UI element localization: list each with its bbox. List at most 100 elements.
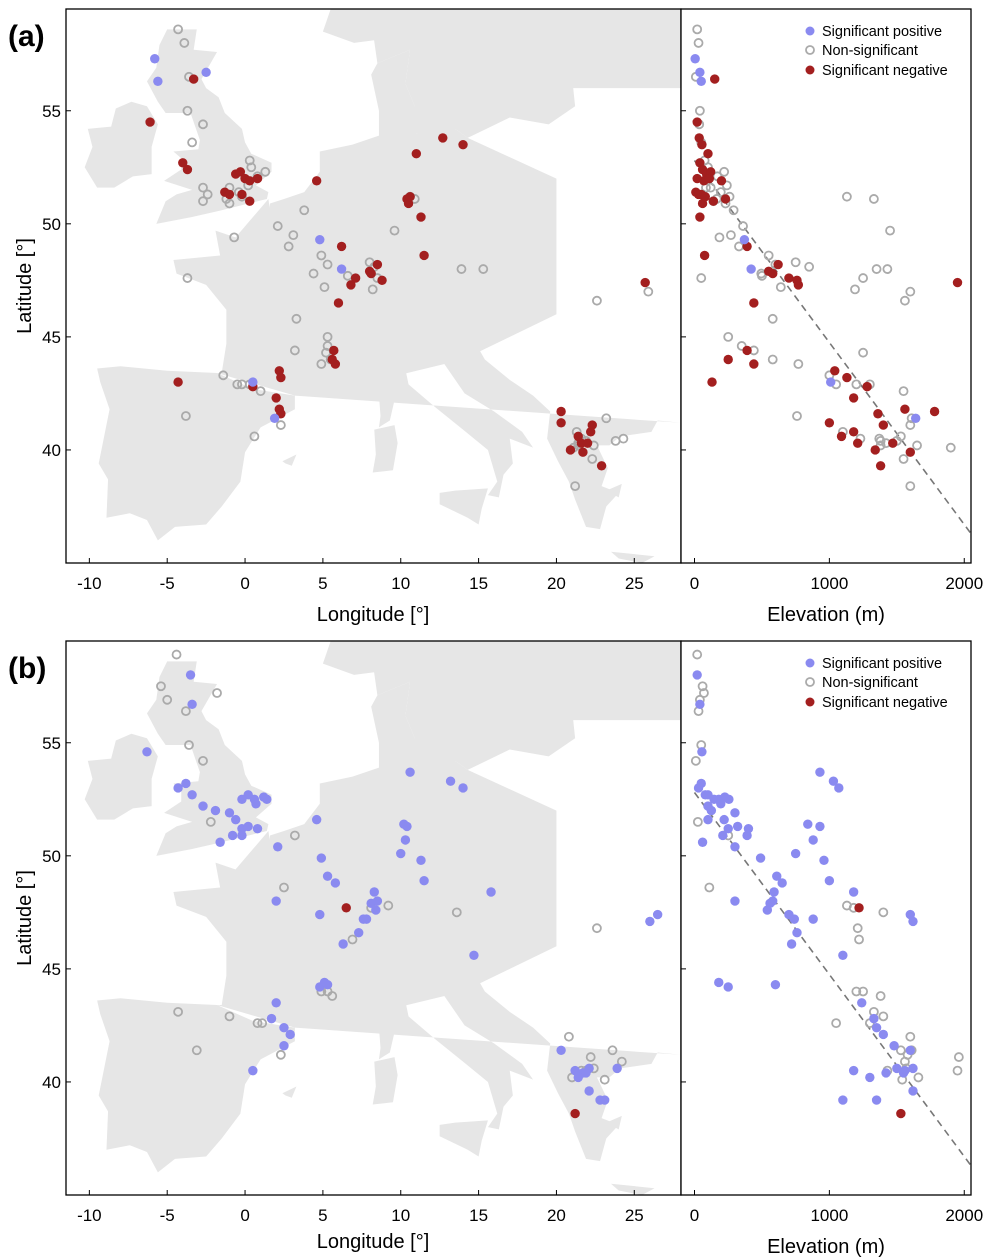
elev-a-point-pos bbox=[826, 377, 836, 387]
elev-a-point-neg bbox=[870, 445, 880, 455]
map-b-point-pos bbox=[248, 1065, 258, 1076]
elev-a-point-non bbox=[905, 481, 916, 492]
map-a-point-neg bbox=[346, 280, 356, 290]
map-a-point-non bbox=[643, 286, 654, 297]
elev-b-point-pos bbox=[730, 896, 740, 906]
elev-b-point-pos bbox=[824, 875, 835, 886]
map-b-point-non bbox=[224, 1011, 235, 1022]
elev-b-point-pos bbox=[714, 977, 724, 988]
elev-b-point-pos bbox=[706, 805, 717, 816]
elev-b-point-pos bbox=[838, 950, 848, 961]
map-b-point-pos bbox=[445, 776, 456, 786]
elev-a-point-non bbox=[898, 386, 909, 397]
elev-a-point-pos bbox=[739, 234, 750, 245]
elev-b-point-pos bbox=[871, 1095, 882, 1105]
elev-b-point-pos bbox=[828, 776, 839, 786]
map-a-point-non bbox=[322, 341, 333, 351]
map-b-point-pos bbox=[354, 927, 364, 938]
elev-b-point-pos bbox=[857, 998, 867, 1008]
map-a-point-non bbox=[275, 420, 286, 430]
map-b-y-tick-label: 40 bbox=[42, 1073, 61, 1092]
map-a-point-neg bbox=[556, 418, 566, 428]
map-a-point-neg bbox=[145, 117, 155, 127]
legend-b-negative-marker bbox=[805, 697, 815, 707]
elev-b-point-non bbox=[852, 923, 863, 934]
map-a-point-neg bbox=[405, 191, 415, 202]
elev-a-points bbox=[690, 24, 963, 492]
map-a-point-non bbox=[198, 196, 208, 207]
map-a-x-ticks: -10 -5 0 5 10 15 20 25 bbox=[77, 558, 644, 593]
elev-b-point-pos bbox=[718, 830, 728, 841]
map-b-point-pos bbox=[224, 808, 235, 818]
elev-a-frame bbox=[680, 8, 972, 564]
elev-b-point-non bbox=[690, 755, 701, 766]
map-b-point-pos bbox=[185, 670, 196, 680]
map-b-point-pos bbox=[419, 875, 429, 886]
elev-a-x-tick-label: 1000 bbox=[810, 574, 848, 593]
map-a-point-non bbox=[316, 250, 327, 261]
elev-b-point-non bbox=[704, 882, 715, 893]
map-b-point-non bbox=[599, 1074, 610, 1085]
elev-a-point-neg bbox=[873, 409, 883, 419]
map-a-point-non bbox=[592, 295, 602, 306]
elev-b-point-pos bbox=[908, 1063, 918, 1074]
map-a-point-non bbox=[272, 221, 283, 231]
map-b-point-non bbox=[592, 923, 602, 934]
map-b-point-pos bbox=[187, 790, 197, 800]
map-b-x-tick-label: 25 bbox=[625, 1206, 644, 1225]
elev-b-point-pos bbox=[732, 821, 743, 832]
map-a-point-neg bbox=[329, 345, 339, 356]
elev-a-point-neg bbox=[768, 268, 778, 279]
elev-a-point-non bbox=[905, 286, 916, 297]
elev-a-point-non bbox=[692, 24, 703, 35]
map-b-point-pos bbox=[612, 1063, 622, 1074]
elev-b-point-pos bbox=[697, 837, 708, 847]
elev-a-point-non bbox=[898, 454, 909, 464]
map-b-point-pos bbox=[181, 778, 191, 789]
map-a-point-neg bbox=[271, 393, 281, 403]
elev-b-point-pos bbox=[898, 1068, 909, 1078]
elev-a-background bbox=[681, 9, 971, 563]
map-a-point-non bbox=[232, 379, 243, 390]
elev-b-point-non bbox=[953, 1052, 964, 1062]
map-b-point-pos bbox=[405, 767, 415, 777]
map-a-point-non bbox=[308, 268, 319, 279]
map-b-point-pos bbox=[361, 914, 372, 924]
elev-b-point-non bbox=[699, 688, 709, 698]
map-a-point-non bbox=[173, 24, 184, 35]
map-a-point-non bbox=[291, 313, 302, 324]
map-b-point-pos bbox=[251, 799, 261, 809]
map-b-point-pos bbox=[469, 950, 479, 961]
elev-a-point-pos bbox=[695, 67, 705, 78]
map-a-point-non bbox=[601, 413, 612, 424]
map-b-x-tick-label: -10 bbox=[77, 1206, 102, 1225]
map-b-point-pos bbox=[198, 801, 208, 811]
map-a-point-neg bbox=[178, 158, 188, 168]
map-a-point-neg bbox=[173, 377, 183, 387]
map-a-point-pos bbox=[248, 377, 258, 387]
map-a-point-non bbox=[322, 331, 333, 342]
map-b-point-pos bbox=[215, 837, 225, 847]
map-a-point-non bbox=[179, 38, 190, 48]
elev-a-point-non bbox=[905, 420, 916, 430]
map-a-point-non bbox=[456, 264, 467, 274]
elev-a-point-pos bbox=[910, 413, 921, 423]
elev-b-point-non bbox=[905, 1031, 916, 1042]
elev-a-point-neg bbox=[703, 149, 713, 159]
elev-a-point-neg bbox=[697, 139, 707, 150]
elev-b-point-non bbox=[878, 907, 889, 918]
elev-a-point-non bbox=[851, 379, 862, 390]
elev-b-point-pos bbox=[724, 794, 734, 804]
map-a-point-non bbox=[319, 282, 330, 293]
elev-b-point-pos bbox=[697, 747, 707, 757]
map-b-point-pos bbox=[173, 783, 183, 793]
elev-a-point-neg bbox=[862, 381, 872, 392]
elev-a-point-neg bbox=[708, 196, 719, 206]
map-b-point-non bbox=[451, 907, 462, 918]
elev-b-point-pos bbox=[709, 794, 719, 804]
elev-a-point-non bbox=[714, 232, 725, 243]
map-b-point-pos bbox=[231, 814, 241, 825]
map-a-point-pos bbox=[153, 76, 163, 87]
map-a-point-neg bbox=[336, 241, 347, 252]
